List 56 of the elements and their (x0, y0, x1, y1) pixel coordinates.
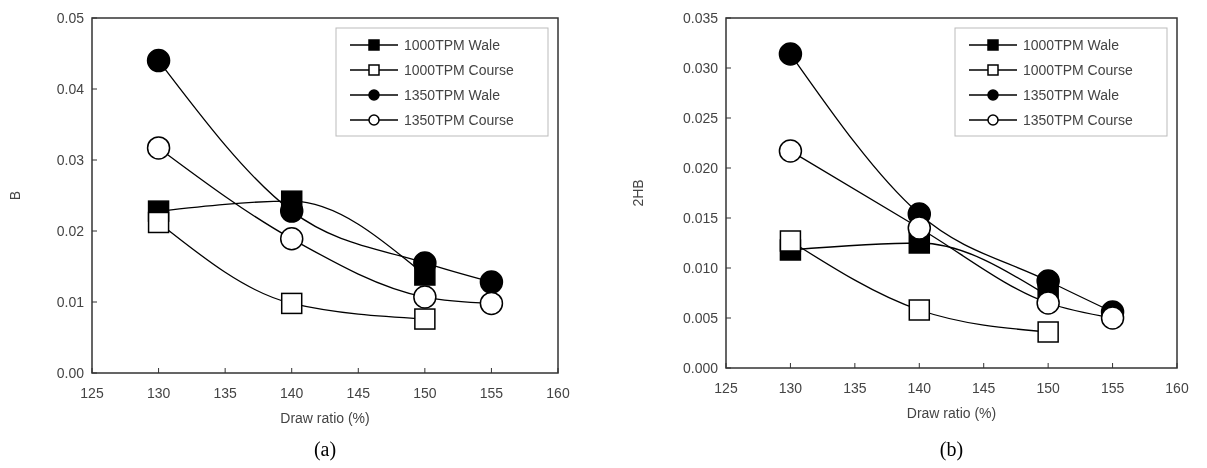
x-axis-title: Draw ratio (%) (280, 410, 370, 426)
y-tick-label: 0.035 (682, 10, 719, 26)
point (907, 216, 932, 240)
legend-label: 1000TPM Course (404, 62, 514, 78)
x-tick-label: 125 (80, 385, 104, 401)
y-tick-label: 0.02 (56, 223, 85, 239)
x-tick-label: 150 (413, 385, 437, 401)
y-tick-label: 0.000 (682, 360, 719, 376)
point (1036, 291, 1060, 315)
x-tick-label: 135 (213, 385, 238, 401)
y-axis-title: B (7, 190, 23, 201)
x-tick-label: 145 (972, 380, 996, 396)
x-axis-title: Draw ratio (%) (906, 405, 997, 421)
y-tick-label: 0.020 (682, 160, 719, 176)
x-tick-label: 145 (346, 385, 371, 401)
y-tick-label: 0.025 (682, 110, 719, 126)
x-tick-label: 140 (280, 385, 304, 401)
x-tick-label: 155 (479, 385, 504, 401)
x-tick-label: 125 (714, 380, 738, 396)
point (147, 211, 170, 234)
y-tick-label: 0.00 (56, 365, 85, 381)
legend-label: 1350TPM Wale (404, 87, 501, 103)
x-tick-label: 135 (843, 380, 867, 396)
y-tick-label: 0.030 (682, 60, 719, 76)
y-tick-label: 0.005 (682, 310, 719, 326)
point (1100, 306, 1125, 330)
legend-label: 1000TPM Wale (404, 37, 501, 53)
x-tick-label: 150 (1036, 380, 1061, 396)
x-tick-label: 160 (546, 385, 570, 401)
legend-label: 1000TPM Course (1023, 62, 1133, 78)
point (146, 48, 171, 73)
y-tick-label: 0.05 (56, 10, 85, 26)
legend-label: 1000TPM Wale (1023, 37, 1120, 53)
point (279, 227, 304, 251)
x-tick-label: 160 (1165, 380, 1189, 396)
legend-label: 1350TPM Course (1023, 112, 1133, 128)
y-tick-label: 0.04 (56, 81, 85, 97)
x-tick-label: 130 (778, 380, 803, 396)
point (280, 292, 303, 315)
text: (b) (939, 438, 964, 461)
y-axis-title: 2HB (630, 179, 646, 207)
point (908, 299, 931, 321)
y-tick-label: 0.015 (682, 210, 719, 226)
y-tick-label: 0.03 (56, 152, 85, 168)
x-tick-label: 130 (146, 385, 171, 401)
point (479, 270, 504, 294)
x-tick-label: 140 (907, 380, 932, 396)
point (778, 42, 803, 66)
point (413, 285, 437, 309)
legend-label: 1350TPM Course (404, 112, 514, 128)
legend-label: 1350TPM Wale (1023, 87, 1120, 103)
y-tick-label: 0.01 (56, 294, 85, 310)
point (779, 230, 802, 252)
text: (a) (313, 438, 337, 461)
y-tick-label: 0.010 (682, 260, 719, 276)
x-tick-label: 155 (1100, 380, 1125, 396)
